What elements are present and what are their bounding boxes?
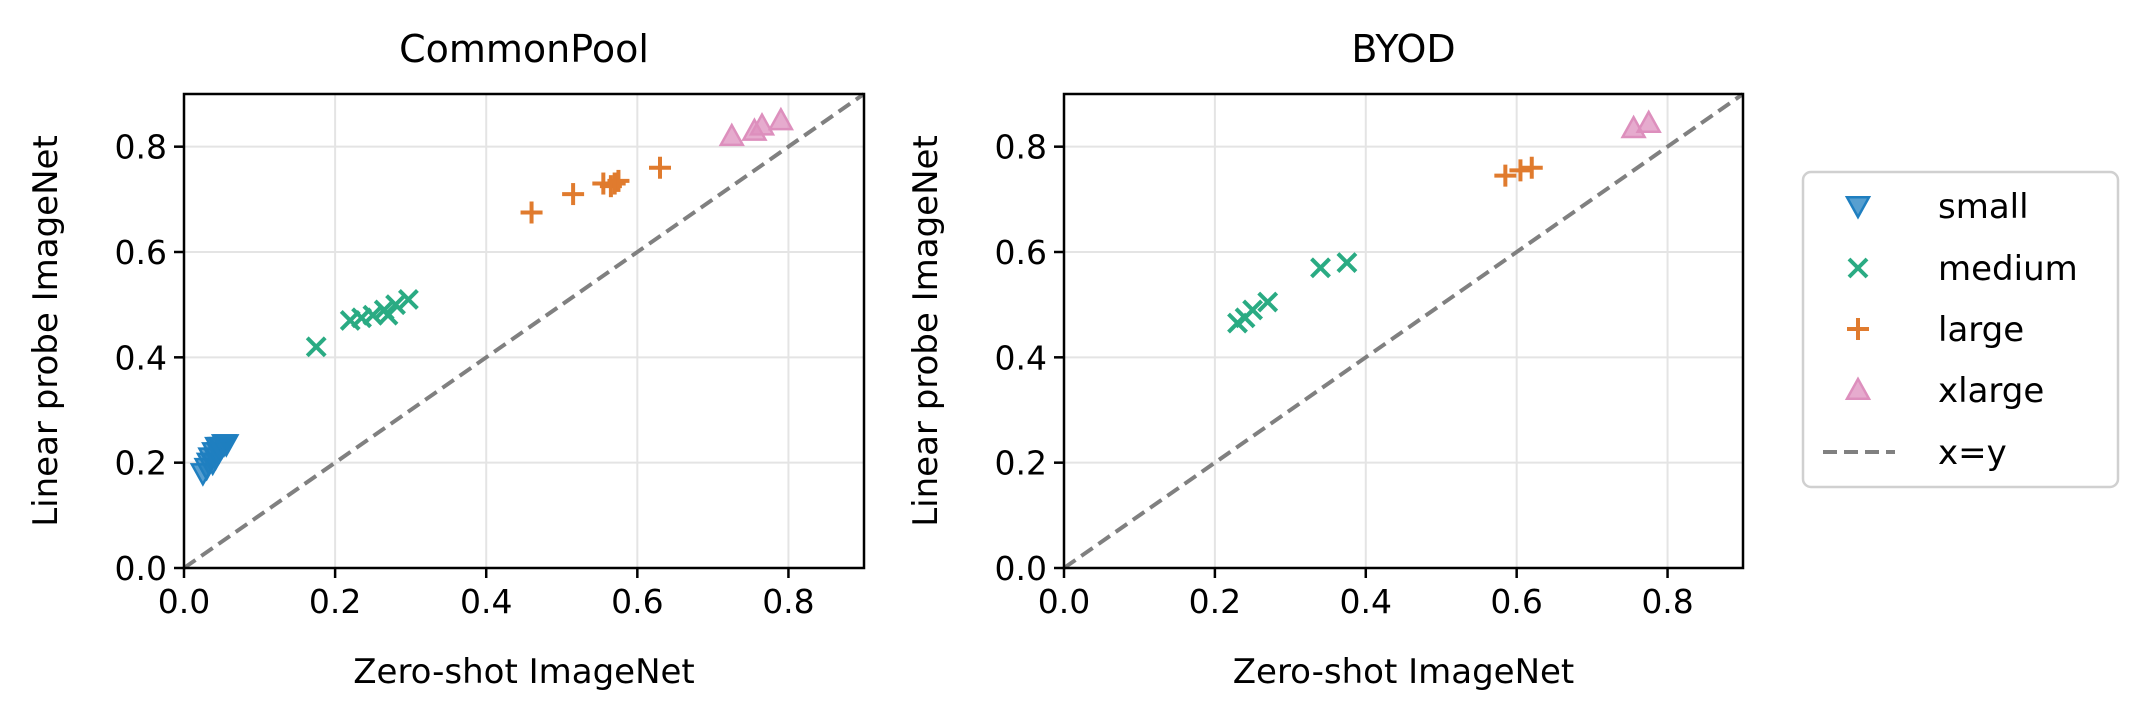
legend-item-large: large — [1847, 310, 2024, 350]
y-tick-label: 0.6 — [995, 233, 1047, 272]
legend-label: large — [1938, 310, 2024, 350]
point-medium — [1336, 252, 1358, 273]
chart-title: CommonPool — [399, 27, 649, 71]
chart-title: BYOD — [1351, 27, 1455, 71]
x-axis-label: Zero-shot ImageNet — [1233, 652, 1575, 692]
legend-swatch — [1844, 195, 1872, 220]
y-tick-label: 0.4 — [995, 338, 1047, 377]
x-tick-label: 0.0 — [158, 582, 210, 621]
point-small — [213, 434, 240, 458]
x-tick-label: 0.8 — [1641, 582, 1693, 621]
point-medium — [397, 288, 419, 310]
legend-box — [1801, 170, 2120, 489]
reference-line-xy — [1062, 92, 1745, 570]
legend-label: x=y — [1938, 433, 2007, 473]
point-xlarge — [718, 122, 745, 147]
x-axis-label: Zero-shot ImageNet — [353, 652, 695, 692]
y-tick-label: 0.0 — [115, 549, 167, 588]
point-large — [562, 183, 585, 206]
point-xlarge — [1635, 109, 1662, 134]
legend-item-xeqy: x=y — [1823, 433, 2007, 473]
axes-frame — [182, 92, 866, 570]
point-large — [649, 156, 671, 179]
legend-swatch — [1844, 376, 1872, 401]
y-tick-label: 0.2 — [115, 444, 167, 483]
point-medium — [362, 304, 384, 326]
point-medium — [305, 336, 327, 358]
y-tick-label: 0.2 — [995, 444, 1047, 483]
axes-frame — [1062, 92, 1745, 570]
point-large — [520, 201, 543, 224]
legend-swatch — [1847, 318, 1869, 340]
x-tick-label: 0.0 — [1038, 582, 1090, 621]
point-medium — [1257, 291, 1279, 313]
point-medium — [1310, 257, 1331, 279]
y-tick-label: 0.6 — [115, 233, 167, 272]
legend-label: xlarge — [1938, 371, 2044, 411]
point-large — [603, 172, 626, 195]
x-tick-label: 0.8 — [762, 582, 814, 621]
point-large — [1520, 156, 1543, 179]
legend: small medium large xlarge x=y — [1801, 170, 2120, 489]
y-axis-label: Linear probe ImageNet — [26, 135, 66, 527]
x-tick-label: 0.4 — [460, 582, 512, 621]
x-tick-label: 0.4 — [1340, 582, 1392, 621]
panel-commonpool: 0.0 0.2 0.4 0.6 0.8 0.0 0.2 0.4 0.6 0.8 CommonPool… — [26, 27, 866, 692]
y-tick-label: 0.8 — [115, 128, 167, 167]
y-axis-label: Linear probe ImageNet — [906, 135, 946, 527]
legend-item-small: small — [1844, 187, 2029, 227]
x-tick-label: 0.6 — [611, 582, 663, 621]
x-tick-label: 0.2 — [1189, 582, 1241, 621]
legend-item-medium: medium — [1847, 249, 2078, 289]
point-large — [607, 169, 630, 192]
legend-label: small — [1938, 187, 2029, 227]
y-tick-label: 0.8 — [995, 128, 1047, 167]
legend-item-xlarge: xlarge — [1844, 371, 2044, 411]
point-medium — [377, 304, 399, 326]
point-xlarge — [748, 112, 776, 136]
x-tick-label: 0.2 — [309, 582, 361, 621]
point-large — [1509, 159, 1532, 182]
reference-line-xy — [182, 92, 866, 570]
x-tick-label: 0.6 — [1490, 582, 1542, 621]
point-medium — [1242, 299, 1264, 321]
legend-label: medium — [1938, 249, 2078, 289]
point-xlarge — [767, 106, 795, 131]
point-large — [1494, 164, 1517, 187]
legend-swatch — [1847, 257, 1869, 279]
point-medium — [385, 294, 406, 316]
y-tick-label: 0.4 — [115, 338, 167, 377]
panel-byod: 0.0 0.2 0.4 0.6 0.8 0.0 0.2 0.4 0.6 0.8 BYOD Zero-s… — [906, 27, 1745, 692]
y-tick-label: 0.0 — [995, 549, 1047, 588]
